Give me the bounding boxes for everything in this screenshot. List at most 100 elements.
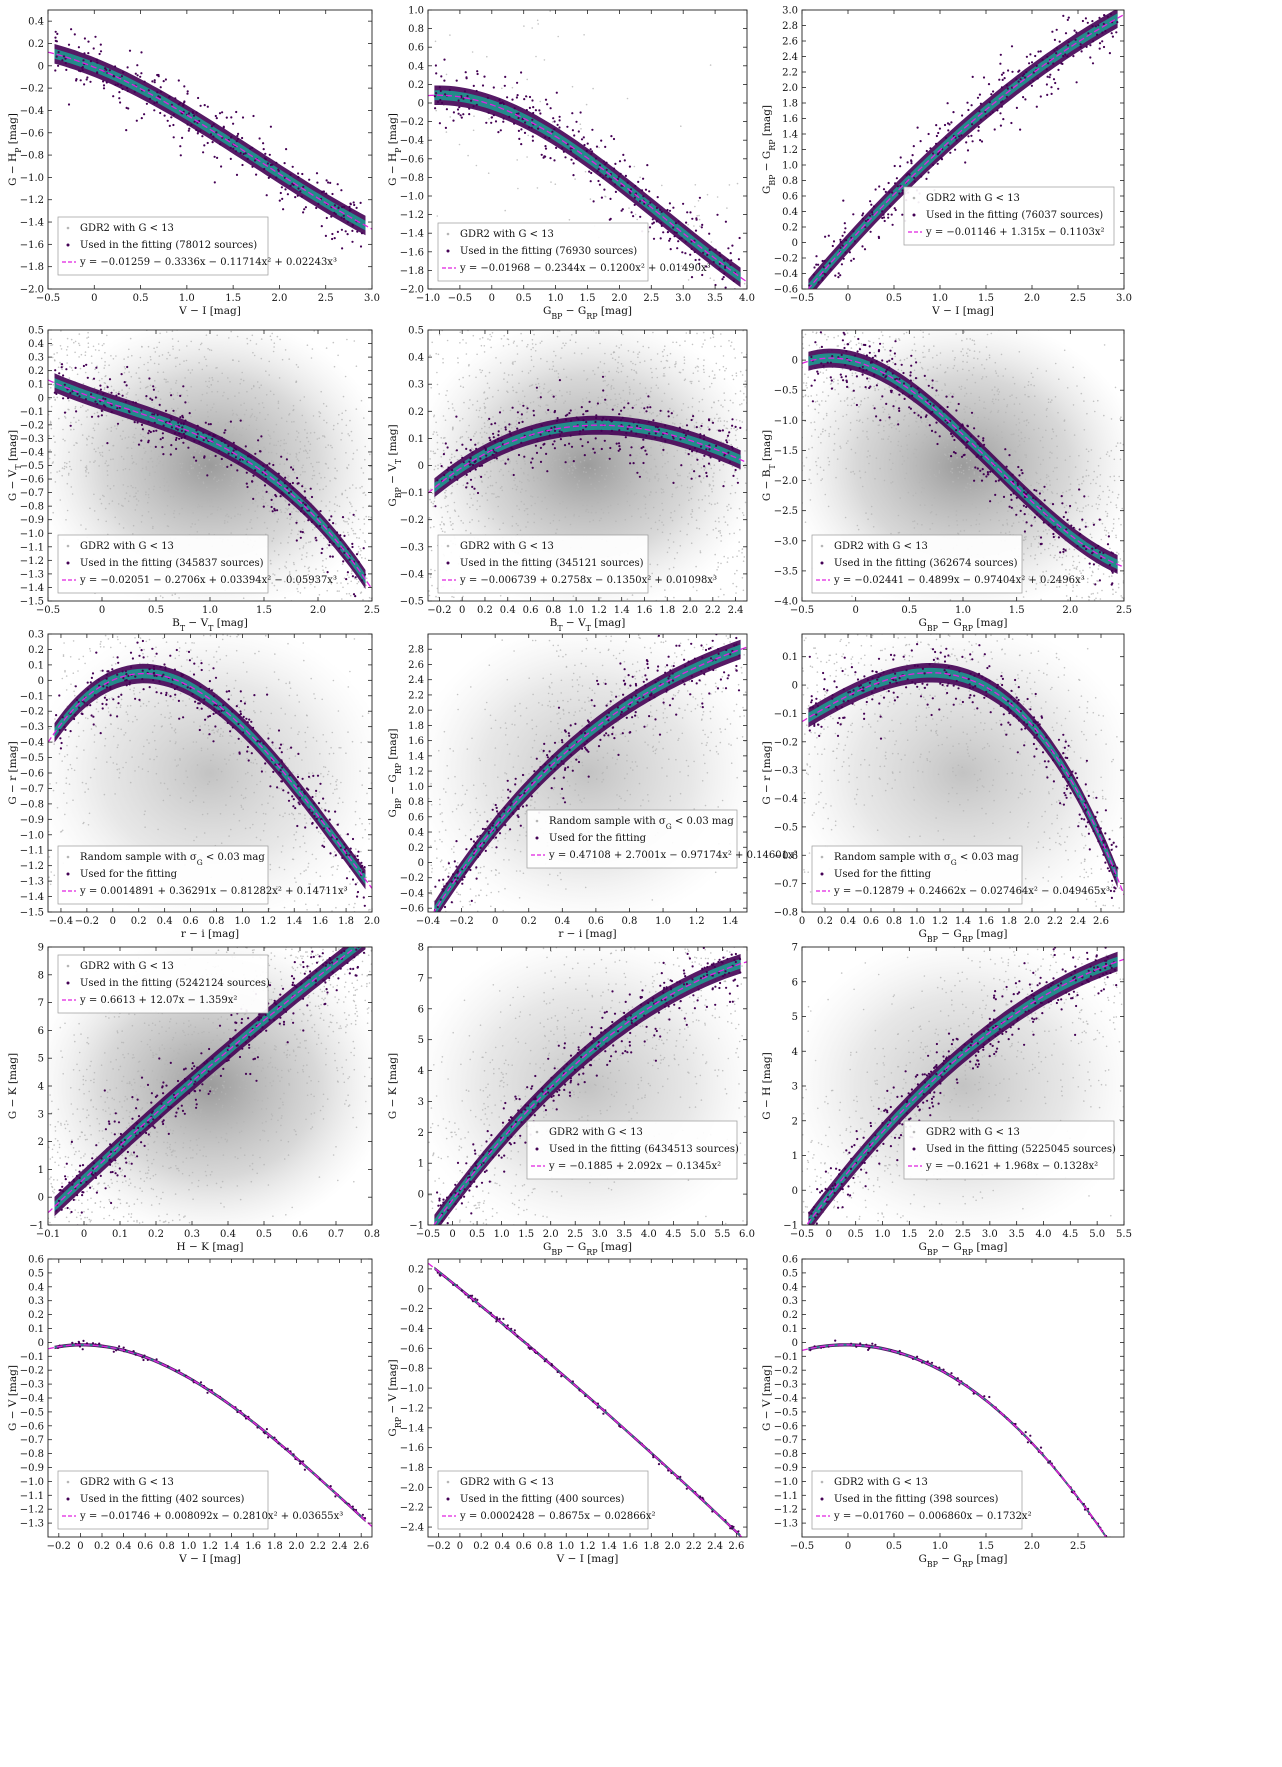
grey-point [525,508,527,510]
fit-sample-point [348,558,351,561]
fit-sample-point [99,388,102,391]
fit-sample-point [202,439,205,442]
fit-sample-point [247,454,250,457]
fit-sample-point [205,437,208,440]
grey-point [661,521,663,524]
grey-point [292,578,295,580]
grey-point [687,523,690,525]
grey-point [106,114,108,116]
fit-sample-point [67,397,70,400]
grey-point [606,384,608,387]
grey-point [191,369,194,371]
grey-point [522,402,524,404]
grey-point [565,376,568,378]
fit-sample-point [279,191,282,195]
fit-sample-point [346,221,349,224]
grey-point [173,510,176,512]
grey-point [453,409,456,412]
grey-point [710,382,713,385]
grey-point [630,360,632,363]
grey-point [253,415,256,418]
grey-point [242,295,244,297]
grey-point [602,371,604,374]
fit-sample-point [996,109,999,112]
grey-point [106,465,109,467]
grey-point [118,390,120,393]
fit-sample-point [120,373,123,376]
grey-point [468,424,470,427]
grey-point [59,314,61,316]
grey-point [155,290,157,292]
legend-purple-marker [66,561,70,565]
grey-point [190,415,192,418]
grey-point [551,466,553,468]
fit-sample-point [503,84,506,87]
grey-point [363,636,365,638]
fit-sample-point [610,178,613,181]
grey-point [476,500,479,502]
fit-sample-point [628,190,631,194]
fit-sample-point [551,130,554,133]
grey-point [277,518,280,520]
fit-sample-point [127,107,130,110]
grey-point [125,492,128,494]
grey-point [225,632,227,634]
fit-sample-point [340,228,343,231]
grey-point [563,402,565,404]
fit-sample-point [159,86,162,89]
fit-sample-point [572,174,575,177]
fit-sample-point [843,222,846,225]
grey-point [499,487,502,489]
fit-sample-point [614,190,618,193]
grey-point [347,531,349,534]
fit-sample-point [155,429,158,432]
fit-sample-point [161,436,164,439]
grey-point [112,458,114,460]
x-tick-label: 0.5 [516,293,532,304]
fit-sample-point [67,43,71,46]
fit-sample-point [197,130,200,133]
grey-point [280,542,282,544]
grey-point [741,552,743,554]
grey-point [656,563,659,566]
grey-point [487,338,489,340]
grey-point [546,508,548,510]
grey-point [530,504,533,507]
grey-point [144,478,146,481]
grey-point [666,354,669,357]
fit-sample-point [65,368,68,371]
grey-point [719,417,721,419]
grey-point [192,467,194,469]
fit-sample-point [494,120,498,123]
grey-point [520,467,522,470]
fit-sample-point [1091,25,1094,28]
grey-point [306,621,308,623]
grey-point [327,444,330,446]
grey-point [550,181,552,183]
grey-point [548,283,550,285]
fit-sample-point [182,422,185,425]
grey-point [618,476,620,479]
fit-sample-point [910,162,913,165]
grey-point [127,500,130,503]
grey-point [152,527,154,530]
fit-sample-point [1062,54,1065,58]
grey-point [562,469,564,471]
grey-point [267,429,270,432]
grey-point [540,518,543,520]
grey-point [153,448,155,450]
fit-sample-point [1032,79,1035,82]
grey-point [134,437,136,439]
grey-point [179,363,181,366]
grey-point [436,383,439,386]
fit-sample-point [823,259,826,262]
grey-point [262,502,265,505]
fit-sample-point [209,133,213,136]
grey-point [455,441,458,443]
grey-point [549,10,551,12]
grey-point [554,183,557,185]
x-tick-label: 0.5 [886,293,902,304]
fit-sample-point [108,69,111,72]
fit-sample-point [1035,105,1038,108]
